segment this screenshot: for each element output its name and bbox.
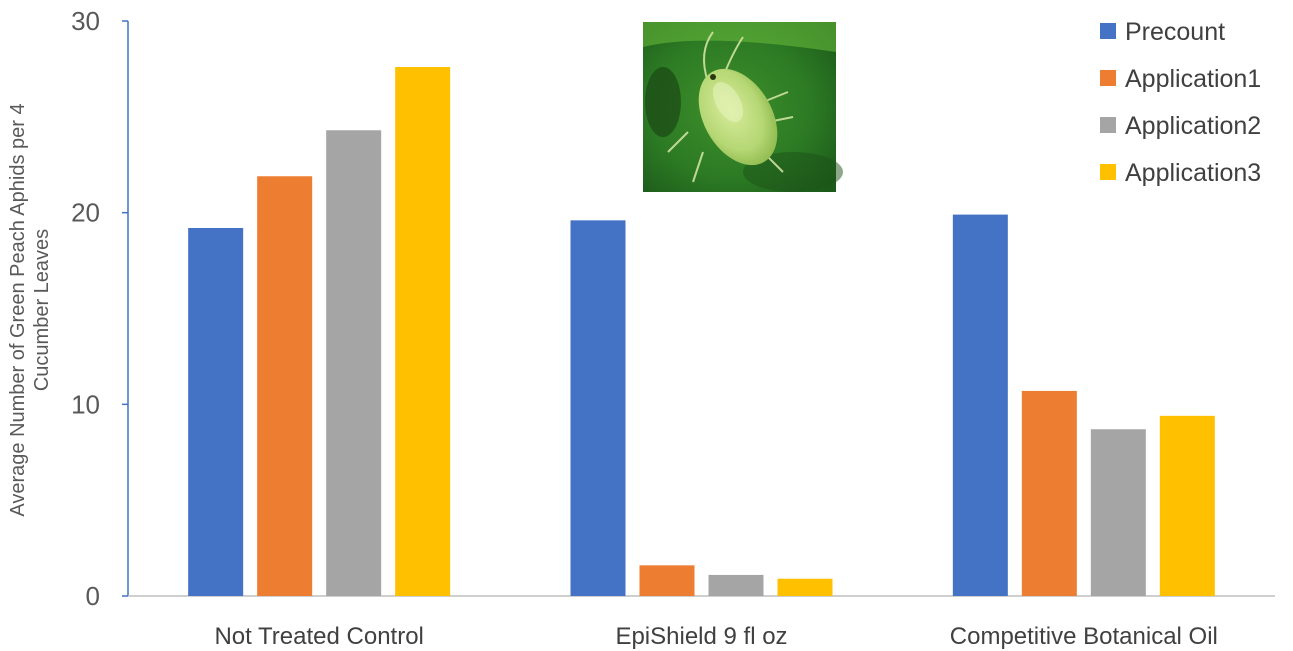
axes [127,21,1275,597]
bar-application1-1 [639,565,695,596]
category-label: EpiShield 9 fl oz [615,623,787,650]
y-tick-label: 0 [86,581,100,611]
category-labels: Not Treated Control EpiShield 9 fl oz Comp… [214,623,1217,650]
legend-swatch [1100,117,1116,133]
category-label: Competitive Botanical Oil [950,623,1218,650]
bar-precount-1 [570,220,626,597]
category-label: Not Treated Control [214,623,423,650]
legend: Precount Application1 Application2 Applicat… [1100,18,1261,187]
y-tick-label: 20 [71,198,100,228]
legend-label: Application1 [1125,65,1261,93]
y-axis-title-line-1: Average Number of Green Peach Aphids per… [7,103,29,516]
bar-precount-2 [952,214,1008,597]
y-axis-title: Average Number of Green Peach Aphids per… [7,103,53,516]
bar-application2-0 [326,130,382,596]
bar-precount-0 [188,228,244,596]
y-axis-title-line-2: Cucumber Leaves [31,229,53,391]
bar-application2-1 [708,574,764,596]
legend-swatch [1100,70,1116,86]
bar-application3-2 [1159,415,1215,596]
aphid-photo [643,22,843,192]
y-tick-label: 30 [71,6,100,36]
legend-swatch [1100,23,1116,39]
legend-label: Precount [1125,18,1225,46]
bar-application1-2 [1021,390,1077,596]
y-tick-labels: 0 10 20 30 [71,6,128,611]
legend-swatch [1100,164,1116,180]
bars [188,67,1215,597]
y-tick-label: 10 [71,389,100,419]
legend-label: Application2 [1125,112,1261,140]
bar-application1-0 [257,176,313,596]
bar-application3-0 [395,67,451,596]
legend-label: Application3 [1125,159,1261,187]
bar-application2-2 [1090,429,1146,596]
bar-application3-1 [777,578,833,596]
